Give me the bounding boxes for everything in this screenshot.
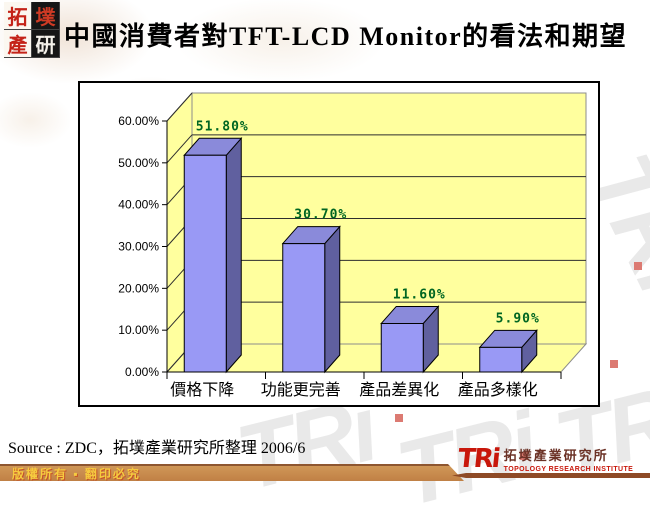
category-label: 價格下降 [170,381,234,399]
bar-chart: 0.00% 10.00% 20.00% 30.00% 40.00% 50.00% 60.00… [78,81,600,407]
bar-value-label: 11.60% [393,287,446,302]
bar-front-face [183,154,227,373]
topology-logo: 拓 墣 產 研 [4,2,60,58]
bar-value-label: 51.80% [196,119,249,134]
footer-swoosh-line [452,473,650,478]
bar-front-face [479,346,523,373]
logo-block-1: 拓 [4,2,31,29]
bar-front-face [380,322,424,373]
bar-value-label: 5.90% [496,311,540,326]
y-axis-label: 0.00% [125,365,159,379]
tri-logo: TRi 拓墣產業研究所 TOPOLOGY RESEARCH INSTITUTE [456,444,634,474]
watermark-red-dot [634,262,642,270]
source-line: Source : ZDC，拓墣產業研究所整理 2006/6 [8,440,306,457]
y-axis-label: 50.00% [118,156,159,170]
copyright-bar: 版權所有 ▪ 翻印必究 [0,464,464,481]
left-wall-tick-line [166,92,193,122]
category-label: 產品差異化 [359,381,439,399]
y-axis-label: 60.00% [118,114,159,128]
logo-block-2: 墣 [32,2,59,29]
copyright-text: 版權所有 ▪ 翻印必究 [12,467,141,481]
logo-block-4: 研 [32,30,59,57]
left-wall-tick-line [166,134,193,164]
tri-logo-chinese: 拓墣產業研究所 [503,448,609,463]
y-axis-label: 10.00% [118,323,159,337]
bar-side-face [225,136,242,374]
logo-block-3: 產 [4,30,31,57]
bar-front-face [282,243,326,373]
bar-side-face [324,225,341,374]
bar-chart-canvas: 0.00% 10.00% 20.00% 30.00% 40.00% 50.00% 60.00… [118,91,588,399]
category-label: 產品多樣化 [458,381,538,399]
category-label: 功能更完善 [261,381,341,399]
y-axis-label: 40.00% [118,198,159,212]
page-title: 中國消費者對TFT-LCD Monitor的看法和期望 [64,22,628,51]
watermark-red-dot [395,414,403,422]
y-axis-label: 30.00% [118,240,159,254]
watermark-red-dot [610,360,618,368]
tri-logo-english: TOPOLOGY RESEARCH INSTITUTE [503,466,634,473]
tri-logo-mark: TRi [456,444,501,474]
bar-value-label: 30.70% [294,208,347,223]
y-axis-label: 20.00% [118,281,159,295]
